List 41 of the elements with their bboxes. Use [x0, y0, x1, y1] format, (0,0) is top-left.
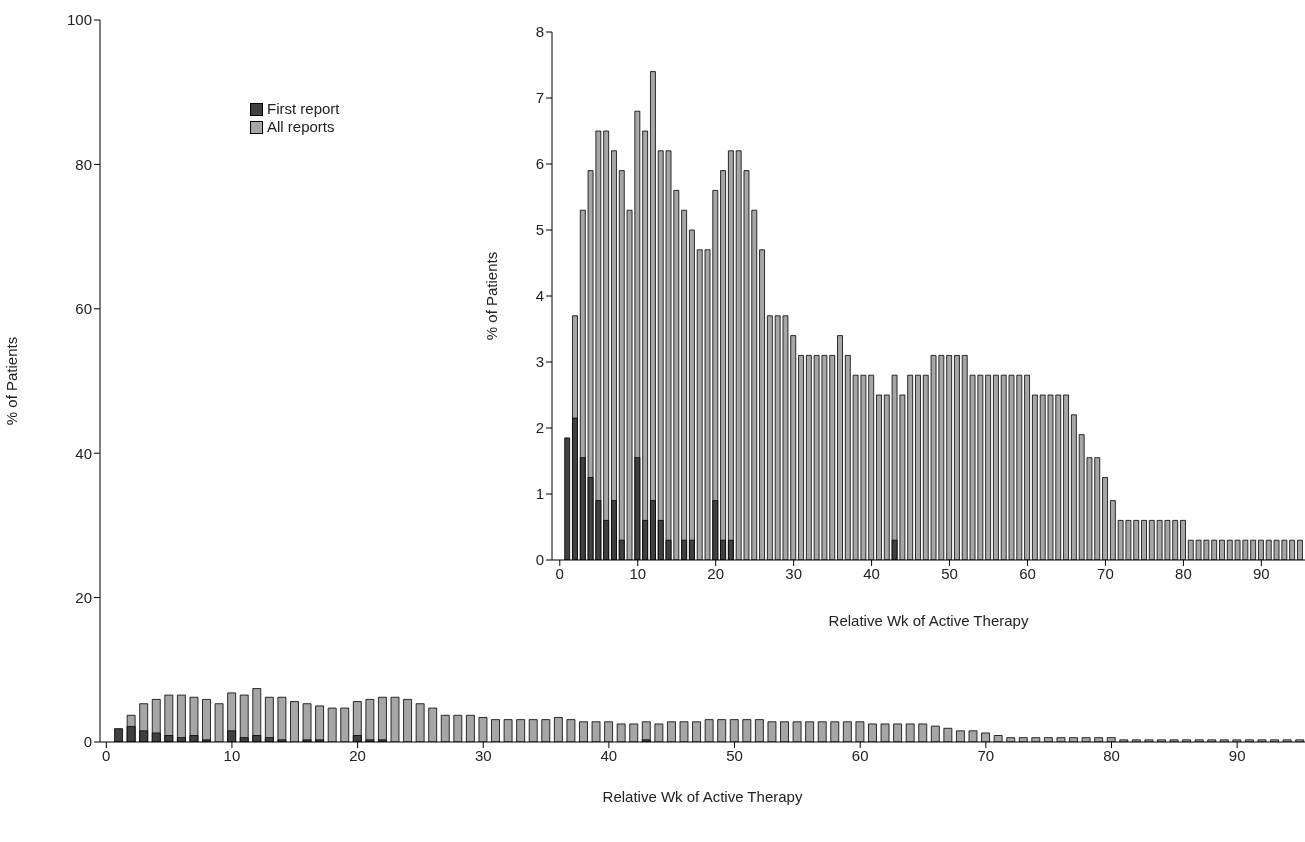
x-tick-label: 80 [1175, 564, 1192, 582]
legend-label: All reports [267, 118, 335, 136]
y-tick-label: 3 [535, 353, 544, 371]
x-tick-label: 10 [223, 746, 241, 764]
x-tick-label: 40 [863, 564, 880, 582]
y-tick-label: 7 [535, 89, 544, 107]
x-tick-label: 70 [977, 746, 995, 764]
legend-label: First report [267, 100, 340, 118]
x-tick-label: 0 [555, 564, 564, 582]
x-tick-label: 50 [941, 564, 958, 582]
x-tick-label: 0 [102, 746, 111, 764]
y-axis-title: % of Patients [3, 336, 21, 426]
x-tick-label: 60 [1019, 564, 1036, 582]
x-tick-label: 30 [785, 564, 802, 582]
x-tick-label: 50 [726, 746, 743, 764]
y-tick-label: 80 [75, 155, 92, 173]
x-tick-label: 90 [1228, 746, 1246, 764]
y-tick-label: 100 [66, 11, 92, 29]
x-tick-label: 60 [851, 746, 869, 764]
y-tick-label: 4 [535, 287, 544, 305]
x-axis-title: Relative Wk of Active Therapy [602, 788, 803, 805]
x-tick-label: 90 [1253, 564, 1270, 582]
y-tick-label: 2 [535, 419, 544, 437]
y-tick-label: 5 [535, 221, 544, 239]
y-tick-label: 0 [535, 551, 544, 569]
x-axis-title: Relative Wk of Active Therapy [828, 612, 1029, 629]
x-tick-label: 30 [474, 746, 492, 764]
y-tick-label: 0 [83, 733, 92, 751]
x-tick-label: 20 [707, 564, 725, 582]
y-tick-label: 8 [535, 23, 544, 41]
x-tick-label: 40 [600, 746, 618, 764]
x-tick-label: 10 [629, 564, 647, 582]
y-tick-label: 1 [535, 485, 544, 503]
y-axis-title: % of Patients [483, 251, 501, 341]
y-tick-label: 60 [75, 300, 92, 318]
y-tick-label: 6 [535, 155, 544, 173]
x-tick-label: 80 [1103, 746, 1120, 764]
x-tick-label: 20 [349, 746, 366, 764]
y-tick-label: 40 [75, 444, 92, 462]
y-tick-label: 20 [75, 588, 92, 606]
x-tick-label: 70 [1097, 564, 1114, 582]
